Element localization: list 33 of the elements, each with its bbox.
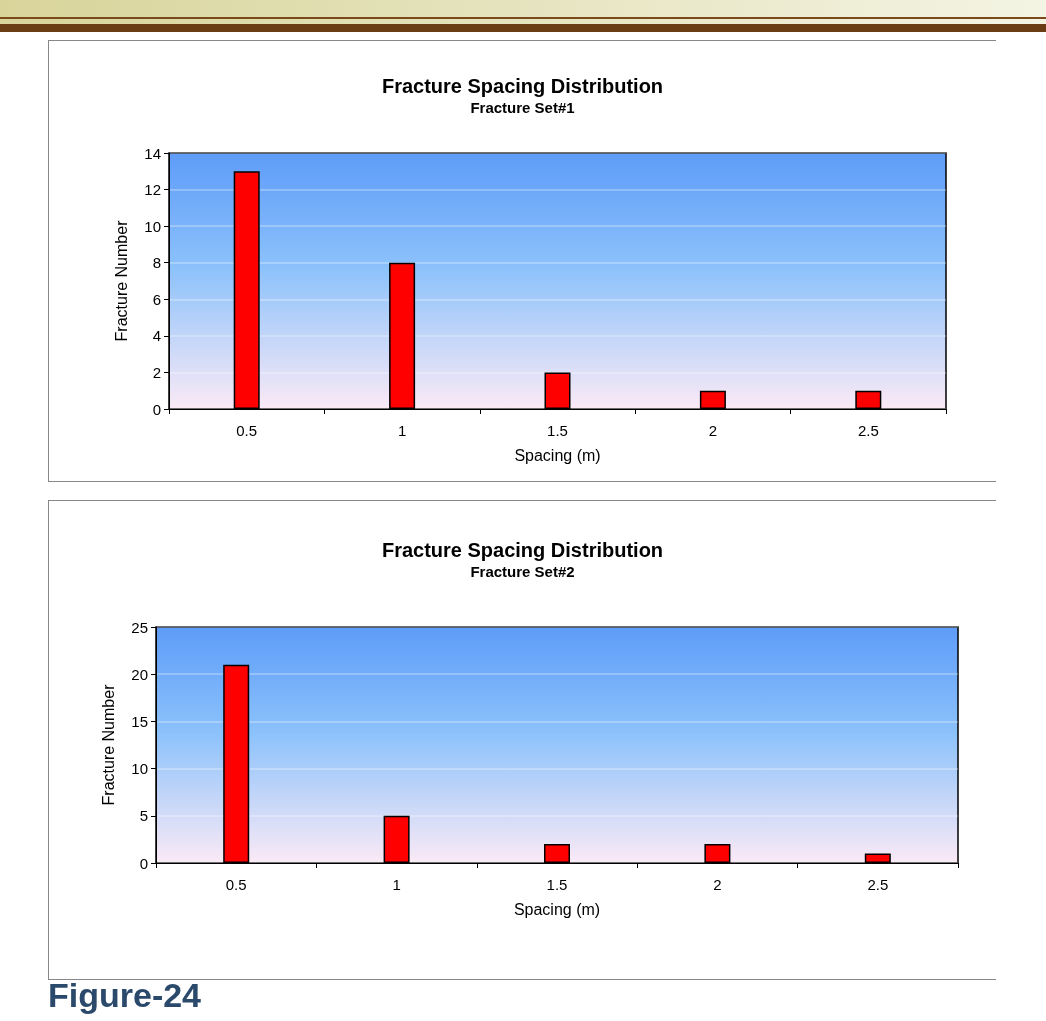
chart-subtitle: Fracture Set#2	[470, 563, 575, 580]
y-tick-label: 15	[131, 712, 148, 730]
y-axis-title: Fracture Number	[99, 683, 117, 806]
y-tick-label: 0	[139, 854, 148, 872]
x-tick-label: 1.5	[546, 876, 568, 893]
y-tick-label: 20	[131, 665, 148, 683]
y-tick-label: 25	[131, 618, 148, 636]
y-tick-label: 4	[152, 327, 161, 345]
y-tick-label: 8	[152, 254, 161, 272]
y-tick-label: 12	[144, 181, 161, 199]
y-tick-label: 10	[144, 217, 161, 235]
x-tick-label: 1	[392, 876, 401, 893]
x-tick-label: 2	[708, 422, 718, 439]
x-tick-label: 2.5	[857, 422, 879, 439]
y-tick-label: 5	[139, 807, 148, 825]
chart-title: Fracture Spacing Distribution	[381, 75, 664, 97]
text: Figure-24	[48, 976, 202, 1015]
y-tick-label: 10	[131, 760, 148, 778]
y-tick-label: 6	[152, 290, 161, 308]
y-tick-label: 0	[152, 400, 161, 418]
chart-subtitle: Fracture Set#1	[470, 99, 575, 116]
x-tick-label: 0.5	[225, 876, 247, 893]
x-axis-title: Spacing (m)	[514, 446, 601, 464]
x-tick-label: 2.5	[867, 876, 889, 893]
x-tick-label: 0.5	[236, 422, 258, 439]
x-tick-label: 1.5	[547, 422, 568, 439]
y-tick-label: 2	[152, 363, 161, 381]
y-axis-title: Fracture Number	[112, 219, 130, 342]
x-axis-title: Spacing (m)	[513, 900, 601, 918]
y-tick-label: 14	[144, 144, 161, 162]
x-tick-label: 2	[713, 876, 722, 893]
x-tick-label: 1	[397, 422, 407, 439]
chart-title: Fracture Spacing Distribution	[381, 539, 664, 561]
